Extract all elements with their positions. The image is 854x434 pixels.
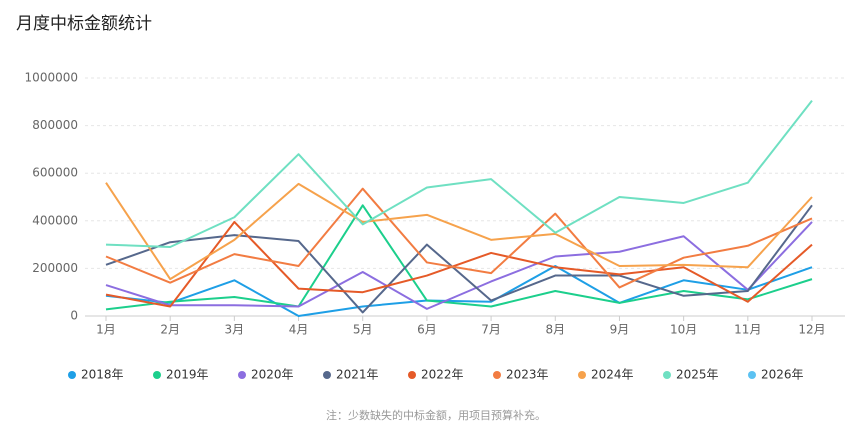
y-tick-label: 600000 <box>32 166 78 180</box>
series-line <box>105 182 813 281</box>
legend-label: 2018年 <box>81 368 124 382</box>
legend-label: 2021年 <box>336 368 379 382</box>
legend-marker <box>238 371 246 379</box>
x-tick-label: 6月 <box>417 323 437 337</box>
legend-marker <box>663 371 671 379</box>
series-line <box>105 220 813 308</box>
x-tick-label: 5月 <box>353 323 373 337</box>
x-tick-label: 11月 <box>734 323 761 337</box>
chart-title: 月度中标金额统计 <box>16 14 152 34</box>
series-line <box>105 204 813 311</box>
legend-marker <box>408 371 416 379</box>
legend-marker <box>68 371 76 379</box>
legend-marker <box>748 371 756 379</box>
series-line <box>105 187 813 289</box>
series-line <box>105 221 813 310</box>
x-tick-label: 4月 <box>289 323 309 337</box>
x-tick-label: 12月 <box>798 323 825 337</box>
y-tick-label: 0 <box>70 309 78 323</box>
legend-marker <box>323 371 331 379</box>
chart-note: 注：少数缺失的中标金额，用项目预算补充。 <box>326 408 546 422</box>
legend-label: 2025年 <box>676 368 719 382</box>
legend-label: 2022年 <box>421 368 464 382</box>
y-tick-label: 200000 <box>32 261 78 275</box>
legend-marker <box>153 371 161 379</box>
legend-label: 2024年 <box>591 368 634 382</box>
y-tick-label: 800000 <box>32 118 78 132</box>
legend-label: 2019年 <box>166 368 209 382</box>
x-tick-label: 7月 <box>481 323 501 337</box>
series-line <box>105 204 813 314</box>
x-tick-label: 2月 <box>160 323 180 337</box>
series-line <box>105 99 813 248</box>
legend-label: 2023年 <box>506 368 549 382</box>
x-tick-label: 8月 <box>545 323 565 337</box>
x-tick-label: 10月 <box>670 323 697 337</box>
legend-marker <box>578 371 586 379</box>
x-tick-label: 3月 <box>225 323 245 337</box>
legend-label: 2020年 <box>251 368 294 382</box>
legend-label: 2026年 <box>761 368 804 382</box>
legend-marker <box>493 371 501 379</box>
x-tick-label: 9月 <box>610 323 630 337</box>
y-tick-label: 1000000 <box>25 71 78 85</box>
x-tick-label: 1月 <box>96 323 116 337</box>
series-line <box>105 265 813 317</box>
y-tick-label: 400000 <box>32 213 78 227</box>
